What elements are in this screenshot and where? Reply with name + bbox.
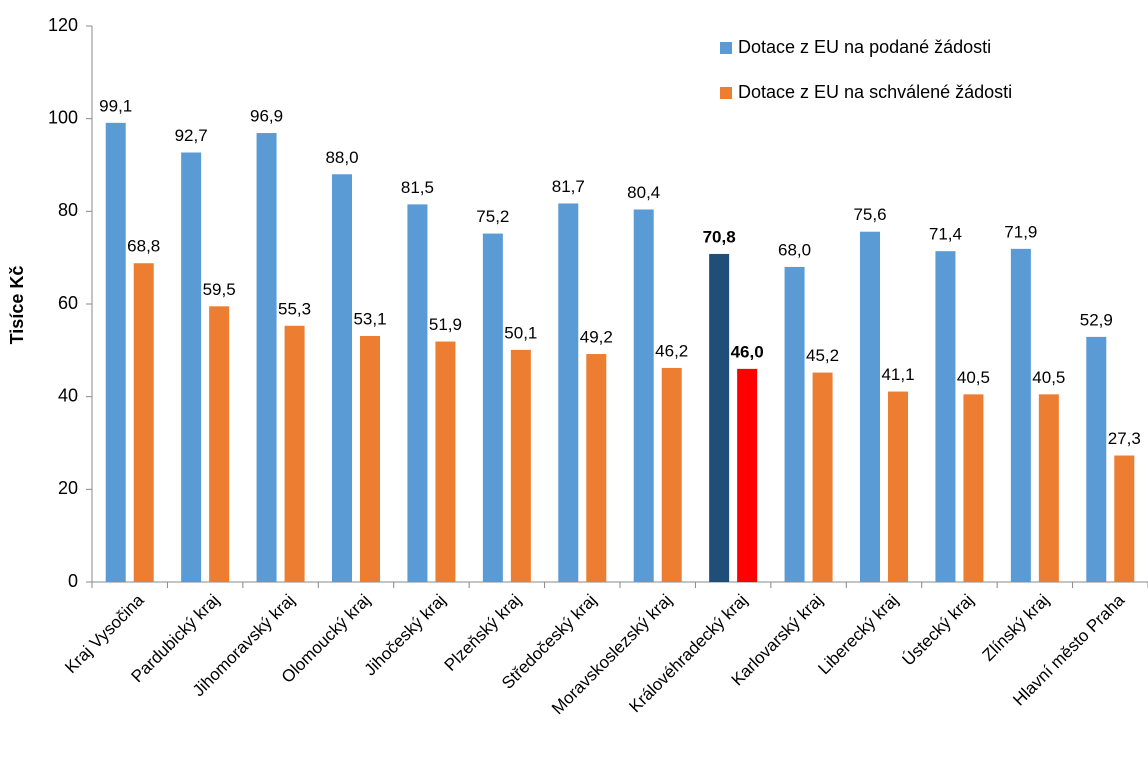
bar (1010, 248, 1031, 582)
x-tick-label: Ústecký kraj (899, 591, 978, 670)
data-label: 68,8 (127, 237, 160, 256)
data-label: 81,7 (552, 177, 585, 196)
data-label: 70,8 (703, 227, 736, 246)
y-tick-label: 80 (58, 200, 78, 220)
bar (105, 122, 126, 582)
bar (812, 372, 833, 582)
bar (332, 174, 352, 582)
bar (510, 349, 531, 582)
bar (256, 133, 277, 582)
bar (1114, 455, 1135, 582)
y-tick-label: 60 (58, 293, 78, 313)
data-label: 53,1 (353, 309, 386, 328)
bar (860, 231, 880, 582)
bar (558, 203, 579, 582)
bar (360, 335, 380, 582)
bar (661, 367, 682, 582)
data-label: 75,2 (476, 207, 509, 226)
data-label: 55,3 (278, 299, 311, 318)
data-label: 45,2 (806, 346, 839, 365)
data-label: 46,2 (655, 341, 688, 360)
bar (482, 233, 503, 582)
bar (133, 263, 154, 582)
data-label: 71,4 (929, 225, 962, 244)
legend-swatch (720, 87, 732, 99)
bar (1038, 394, 1059, 582)
data-label: 41,1 (881, 365, 914, 384)
bar (737, 368, 758, 582)
data-label: 40,5 (957, 368, 990, 387)
bar (633, 209, 654, 583)
legend-label: Dotace z EU na podané žádosti (738, 37, 991, 57)
data-label: 88,0 (325, 148, 358, 167)
data-label: 59,5 (203, 280, 236, 299)
bar (435, 341, 456, 582)
data-label: 49,2 (580, 328, 613, 347)
bar (963, 394, 984, 582)
legend-label: Dotace z EU na schválené žádosti (738, 82, 1012, 102)
data-label: 52,9 (1080, 310, 1113, 329)
y-tick-label: 0 (68, 571, 78, 591)
y-tick-label: 20 (58, 478, 78, 498)
bar (888, 391, 908, 582)
data-label: 27,3 (1108, 429, 1141, 448)
bar (209, 306, 230, 582)
x-tick-label: Liberecký kraj (814, 591, 902, 679)
y-tick-label: 40 (58, 385, 78, 405)
bar (284, 325, 305, 582)
x-tick-label: Zlínský kraj (979, 591, 1053, 665)
x-tick-label: Plzeňský kraj (441, 591, 525, 675)
bar (1086, 336, 1107, 582)
data-label: 99,1 (99, 96, 132, 115)
legend-swatch (720, 42, 732, 54)
data-label: 75,6 (853, 205, 886, 224)
data-label: 80,4 (627, 183, 660, 202)
bar (935, 251, 956, 582)
data-label: 96,9 (250, 107, 283, 126)
y-axis-label: Tisíce Kč (7, 266, 27, 345)
bar (407, 204, 428, 582)
data-label: 81,5 (401, 178, 434, 197)
data-label: 50,1 (504, 323, 537, 342)
bar (709, 253, 730, 582)
bar (181, 152, 202, 583)
data-label: 71,9 (1004, 222, 1037, 241)
y-tick-label: 100 (48, 107, 78, 127)
data-label: 68,0 (778, 240, 811, 259)
data-label: 46,0 (731, 342, 764, 361)
y-tick-label: 120 (48, 15, 78, 35)
data-label: 92,7 (175, 126, 208, 145)
data-label: 51,9 (429, 315, 462, 334)
bar (784, 266, 805, 582)
data-label: 40,5 (1032, 368, 1065, 387)
bar (586, 354, 607, 582)
